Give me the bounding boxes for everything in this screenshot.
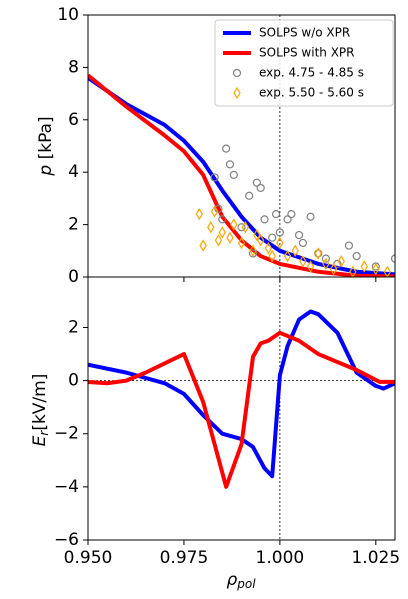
data-point <box>225 160 235 169</box>
y-tick-label: 0 <box>68 371 79 391</box>
legend-swatch <box>233 86 241 100</box>
x-label-symbol: ρ <box>226 570 237 590</box>
x-tick-label: 0.975 <box>160 548 209 568</box>
series-line <box>88 309 395 479</box>
data-point <box>360 260 368 273</box>
series-line <box>88 73 395 277</box>
data-point <box>287 210 296 219</box>
data-point <box>210 205 219 218</box>
data-point <box>275 228 284 237</box>
data-point <box>299 255 307 268</box>
data-point <box>207 221 215 234</box>
data-point <box>237 236 246 250</box>
legend-label: exp. 5.50 - 5.60 s <box>259 86 364 100</box>
data-point <box>321 254 331 263</box>
data-point <box>249 244 257 257</box>
y-tick-label: 6 <box>68 110 79 130</box>
plot-area <box>88 277 395 540</box>
data-point <box>276 236 284 250</box>
data-point <box>306 260 315 273</box>
y-label-symbol: p <box>36 165 56 177</box>
data-point <box>298 238 307 248</box>
data-point <box>322 257 330 271</box>
data-point <box>256 183 265 193</box>
plot-area <box>88 15 395 277</box>
data-point <box>294 230 304 240</box>
series-line <box>88 76 395 277</box>
data-point <box>214 234 223 247</box>
data-point <box>260 215 269 224</box>
data-point <box>344 241 354 250</box>
data-point <box>210 173 219 182</box>
y-tick-label: 0 <box>68 267 79 287</box>
y-tick-label: 8 <box>68 57 79 77</box>
x-label-sub: pol <box>236 577 256 591</box>
data-point <box>390 254 395 263</box>
data-point <box>218 226 227 239</box>
data-point <box>352 251 361 261</box>
data-point <box>229 170 238 179</box>
data-point <box>291 244 299 257</box>
data-point <box>252 178 261 187</box>
data-point <box>214 204 223 213</box>
y-tick-label: 10 <box>57 5 79 25</box>
legend-label: SOLPS with XPR <box>259 46 354 60</box>
series-line <box>88 330 395 489</box>
x-tick-label: 0.950 <box>64 548 113 568</box>
y-label-sub: r <box>37 430 51 436</box>
data-point <box>337 255 345 268</box>
y-axis-label: p [kPa] <box>36 116 56 176</box>
data-point <box>245 191 254 200</box>
y-label-symbol: E <box>30 435 50 446</box>
data-point <box>329 262 338 276</box>
x-tick-label: 1.025 <box>351 548 400 568</box>
x-tick-label: 1.000 <box>256 548 305 568</box>
axes-frame <box>87 276 396 541</box>
y-tick-label: −6 <box>54 530 79 550</box>
legend-label: exp. 4.75 - 4.85 s <box>259 66 364 80</box>
data-point <box>230 218 238 231</box>
legend-label: SOLPS w/o XPR <box>259 26 350 40</box>
data-point <box>199 239 207 252</box>
data-point <box>222 144 231 153</box>
y-axis-label: Er[kV/m] <box>30 374 51 447</box>
data-point <box>237 223 246 232</box>
data-point <box>314 247 322 260</box>
data-point <box>226 231 234 244</box>
data-point <box>268 249 276 263</box>
y-tick-label: −2 <box>54 424 79 444</box>
y-label-unit: [kPa] <box>36 116 56 159</box>
data-point <box>283 215 292 224</box>
data-point <box>283 249 292 263</box>
data-point <box>306 212 315 221</box>
y-tick-label: 2 <box>68 215 79 235</box>
y-tick-label: 4 <box>68 162 79 182</box>
data-point <box>253 228 261 242</box>
y-tick-label: 2 <box>68 317 79 337</box>
data-point <box>195 207 203 221</box>
legend-swatch <box>232 68 242 78</box>
legend-box <box>214 19 394 107</box>
data-point <box>264 242 273 255</box>
data-point <box>372 262 380 276</box>
data-point <box>271 210 281 219</box>
data-point <box>268 233 277 242</box>
data-point <box>256 234 265 247</box>
y-label-unit: [kV/m] <box>30 374 50 431</box>
x-axis-label: ρpol <box>226 570 256 591</box>
y-tick-label: −4 <box>54 477 79 497</box>
data-point <box>241 221 250 234</box>
data-point <box>218 215 227 224</box>
